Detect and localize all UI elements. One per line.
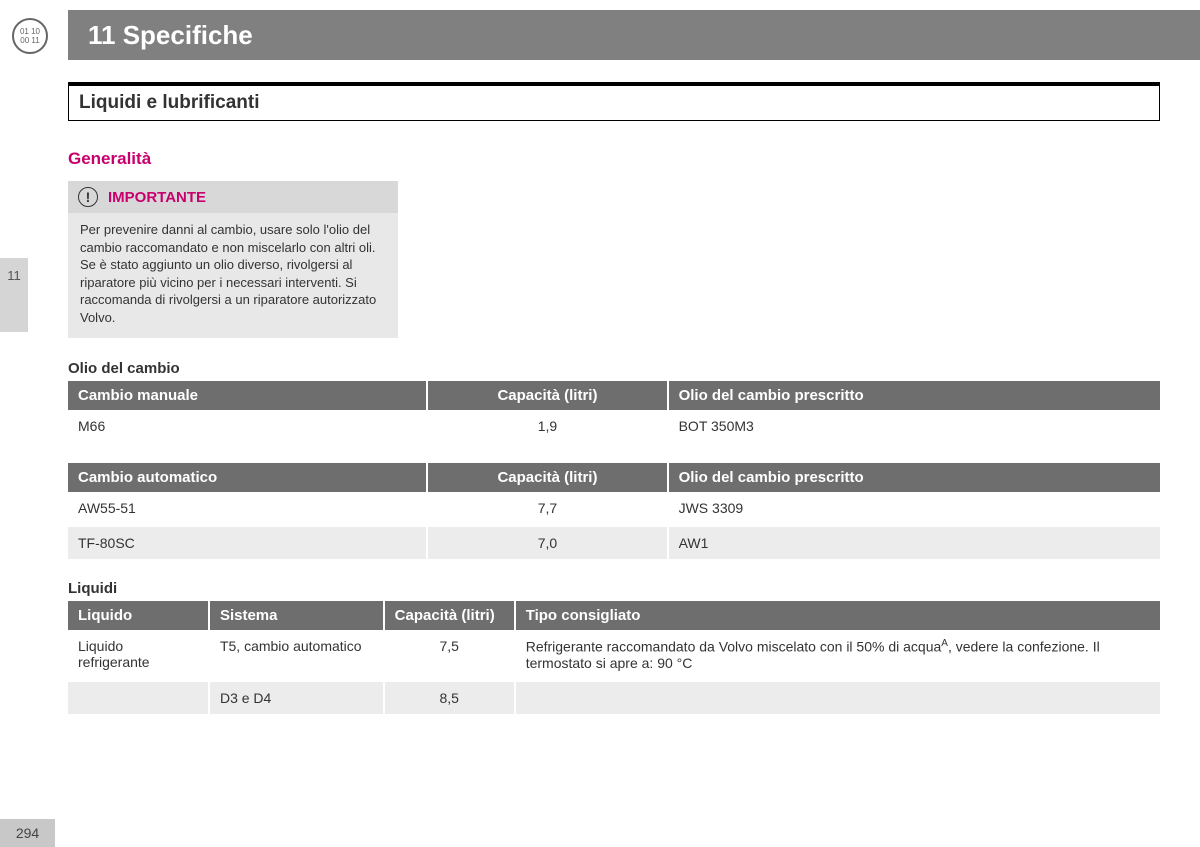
subsection-title: Generalità bbox=[68, 149, 1160, 169]
chapter-header: 11 Specifiche bbox=[68, 10, 1200, 60]
table-header: Capacità (litri) bbox=[428, 381, 668, 410]
table-cell: AW55-51 bbox=[68, 492, 428, 527]
table-header: Olio del cambio prescritto bbox=[669, 381, 1160, 410]
table-cell bbox=[516, 682, 1160, 717]
table-header: Liquido bbox=[68, 601, 210, 630]
table-header: Cambio manuale bbox=[68, 381, 428, 410]
table-cell: M66 bbox=[68, 410, 428, 445]
table-cell bbox=[68, 682, 210, 717]
important-box: ! IMPORTANTE Per prevenire danni al camb… bbox=[68, 181, 398, 338]
table-cell: 7,0 bbox=[428, 527, 668, 562]
table-header: Tipo consigliato bbox=[516, 601, 1160, 630]
important-header: ! IMPORTANTE bbox=[68, 181, 398, 213]
table-cell: 8,5 bbox=[385, 682, 516, 717]
table-cell: AW1 bbox=[669, 527, 1160, 562]
warning-icon: ! bbox=[78, 187, 98, 207]
liquids-table: Liquido Sistema Capacità (litri) Tipo co… bbox=[68, 601, 1160, 717]
automatic-gearbox-table: Cambio automatico Capacità (litri) Olio … bbox=[68, 463, 1160, 562]
table-cell: TF-80SC bbox=[68, 527, 428, 562]
logo-icon: 01 10 00 11 bbox=[12, 18, 48, 54]
table-cell: JWS 3309 bbox=[669, 492, 1160, 527]
table-row: Liquido refrigerante T5, cambio automati… bbox=[68, 630, 1160, 682]
table-header: Sistema bbox=[210, 601, 385, 630]
table-cell: 1,9 bbox=[428, 410, 668, 445]
chapter-title: 11 Specifiche bbox=[88, 20, 253, 51]
table-cell: T5, cambio automatico bbox=[210, 630, 385, 682]
table-header: Cambio automatico bbox=[68, 463, 428, 492]
table-cell: BOT 350M3 bbox=[669, 410, 1160, 445]
table-header: Olio del cambio prescritto bbox=[669, 463, 1160, 492]
table1-caption: Olio del cambio bbox=[68, 360, 1160, 377]
section-title-box: Liquidi e lubrificanti bbox=[68, 82, 1160, 121]
table-cell: 7,5 bbox=[385, 630, 516, 682]
side-tab: 11 bbox=[0, 258, 28, 332]
manual-gearbox-table: Cambio manuale Capacità (litri) Olio del… bbox=[68, 381, 1160, 445]
page-number: 294 bbox=[0, 819, 55, 847]
page-content: Liquidi e lubrificanti Generalità ! IMPO… bbox=[68, 82, 1160, 735]
table-header: Capacità (litri) bbox=[428, 463, 668, 492]
table-cell: D3 e D4 bbox=[210, 682, 385, 717]
cell-text: Refrigerante raccomandato da Volvo misce… bbox=[526, 639, 942, 655]
table3-caption: Liquidi bbox=[68, 580, 1160, 597]
important-label: IMPORTANTE bbox=[108, 189, 206, 206]
table-row: M66 1,9 BOT 350M3 bbox=[68, 410, 1160, 445]
table-cell: Liquido refrigerante bbox=[68, 630, 210, 682]
table-header: Capacità (litri) bbox=[385, 601, 516, 630]
section-title: Liquidi e lubrificanti bbox=[79, 92, 260, 113]
table-cell: 7,7 bbox=[428, 492, 668, 527]
table-row: AW55-51 7,7 JWS 3309 bbox=[68, 492, 1160, 527]
important-body: Per prevenire danni al cambio, usare sol… bbox=[68, 213, 398, 338]
table-row: TF-80SC 7,0 AW1 bbox=[68, 527, 1160, 562]
table-cell: Refrigerante raccomandato da Volvo misce… bbox=[516, 630, 1160, 682]
table-row: D3 e D4 8,5 bbox=[68, 682, 1160, 717]
footnote-sup: A bbox=[941, 638, 948, 649]
